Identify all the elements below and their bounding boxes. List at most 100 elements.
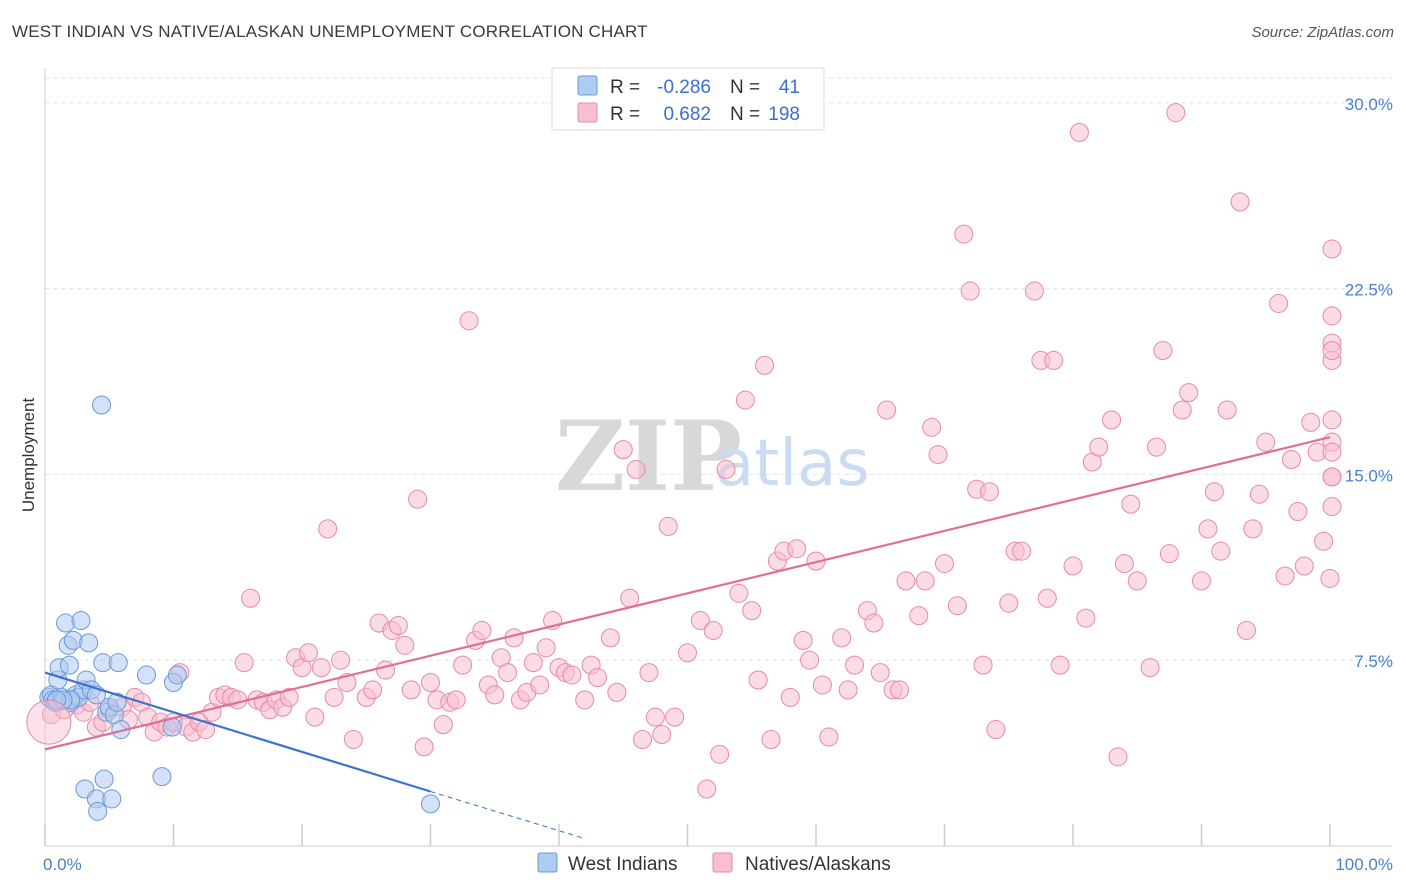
natives-alaskans-point[interactable] bbox=[697, 779, 717, 799]
natives-alaskans-point[interactable] bbox=[472, 620, 492, 640]
natives-alaskans-point[interactable] bbox=[1281, 450, 1301, 470]
natives-alaskans-point[interactable] bbox=[298, 643, 318, 663]
natives-alaskans-point[interactable] bbox=[498, 663, 518, 683]
natives-alaskans-point[interactable] bbox=[1294, 556, 1314, 576]
west-indians-point[interactable] bbox=[88, 801, 108, 821]
natives-alaskans-point[interactable] bbox=[703, 620, 723, 640]
natives-alaskans-point[interactable] bbox=[1069, 123, 1089, 143]
natives-alaskans-point[interactable] bbox=[1322, 341, 1342, 361]
natives-alaskans-point[interactable] bbox=[228, 690, 248, 710]
natives-alaskans-point[interactable] bbox=[1301, 412, 1321, 432]
natives-alaskans-point[interactable] bbox=[986, 720, 1006, 740]
natives-alaskans-point[interactable] bbox=[530, 675, 550, 695]
natives-alaskans-point[interactable] bbox=[652, 725, 672, 745]
natives-alaskans-point[interactable] bbox=[536, 638, 556, 658]
natives-alaskans-point[interactable] bbox=[890, 680, 910, 700]
natives-alaskans-point[interactable] bbox=[761, 729, 781, 749]
natives-alaskans-point[interactable] bbox=[459, 311, 479, 331]
west-indians-point[interactable] bbox=[167, 665, 187, 685]
west-indians-point[interactable] bbox=[94, 769, 114, 789]
natives-alaskans-point[interactable] bbox=[954, 224, 974, 244]
natives-alaskans-point[interactable] bbox=[819, 727, 839, 747]
natives-alaskans-point[interactable] bbox=[523, 653, 543, 673]
natives-alaskans-point[interactable] bbox=[343, 729, 363, 749]
natives-alaskans-point[interactable] bbox=[311, 658, 331, 678]
natives-alaskans-point[interactable] bbox=[793, 630, 813, 650]
natives-alaskans-point[interactable] bbox=[960, 281, 980, 301]
natives-alaskans-point[interactable] bbox=[1050, 655, 1070, 675]
natives-alaskans-point[interactable] bbox=[196, 720, 216, 740]
natives-alaskans-point[interactable] bbox=[388, 616, 408, 636]
natives-alaskans-point[interactable] bbox=[1114, 554, 1134, 574]
west-indians-point[interactable] bbox=[137, 665, 157, 685]
natives-alaskans-point[interactable] bbox=[446, 690, 466, 710]
natives-alaskans-point[interactable] bbox=[241, 588, 261, 608]
natives-alaskans-point[interactable] bbox=[1153, 341, 1173, 361]
natives-alaskans-point[interactable] bbox=[1076, 608, 1096, 628]
natives-alaskans-point[interactable] bbox=[1089, 437, 1109, 457]
natives-alaskans-point[interactable] bbox=[613, 440, 633, 460]
natives-alaskans-point[interactable] bbox=[1204, 482, 1224, 502]
natives-alaskans-point[interactable] bbox=[1322, 306, 1342, 326]
natives-alaskans-point[interactable] bbox=[812, 675, 832, 695]
natives-alaskans-point[interactable] bbox=[864, 613, 884, 633]
natives-alaskans-point[interactable] bbox=[421, 672, 440, 692]
natives-alaskans-point[interactable] bbox=[947, 596, 967, 616]
natives-alaskans-point[interactable] bbox=[877, 400, 897, 420]
natives-alaskans-point[interactable] bbox=[575, 690, 595, 710]
natives-alaskans-point[interactable] bbox=[1320, 568, 1340, 588]
west-indians-point[interactable] bbox=[108, 653, 128, 673]
natives-alaskans-point[interactable] bbox=[979, 482, 999, 502]
natives-alaskans-point[interactable] bbox=[600, 628, 620, 648]
natives-alaskans-point[interactable] bbox=[735, 390, 755, 410]
natives-alaskans-point[interactable] bbox=[665, 707, 685, 727]
natives-alaskans-point[interactable] bbox=[922, 417, 942, 437]
natives-alaskans-point[interactable] bbox=[414, 737, 434, 757]
natives-alaskans-cluster-point[interactable] bbox=[26, 699, 72, 745]
natives-alaskans-point[interactable] bbox=[729, 583, 749, 603]
natives-alaskans-point[interactable] bbox=[1166, 103, 1186, 123]
natives-alaskans-point[interactable] bbox=[999, 593, 1019, 613]
natives-alaskans-point[interactable] bbox=[690, 611, 710, 631]
natives-alaskans-point[interactable] bbox=[1179, 383, 1199, 403]
natives-alaskans-point[interactable] bbox=[928, 445, 948, 465]
natives-alaskans-point[interactable] bbox=[1063, 556, 1083, 576]
natives-alaskans-point[interactable] bbox=[363, 680, 383, 700]
natives-alaskans-point[interactable] bbox=[1269, 293, 1289, 313]
natives-alaskans-point[interactable] bbox=[870, 663, 890, 683]
natives-alaskans-point[interactable] bbox=[1249, 484, 1269, 504]
natives-alaskans-point[interactable] bbox=[1256, 432, 1276, 452]
natives-alaskans-point[interactable] bbox=[1102, 410, 1122, 430]
natives-alaskans-point[interactable] bbox=[845, 655, 865, 675]
natives-alaskans-point[interactable] bbox=[1037, 588, 1057, 608]
natives-alaskans-point[interactable] bbox=[1127, 571, 1147, 591]
natives-alaskans-point[interactable] bbox=[678, 643, 697, 663]
natives-alaskans-point[interactable] bbox=[658, 516, 678, 536]
natives-alaskans-point[interactable] bbox=[1140, 658, 1160, 678]
west-indians-point[interactable] bbox=[59, 655, 79, 675]
natives-alaskans-point[interactable] bbox=[453, 655, 473, 675]
natives-alaskans-point[interactable] bbox=[234, 653, 254, 673]
natives-alaskans-point[interactable] bbox=[433, 715, 453, 735]
natives-alaskans-point[interactable] bbox=[742, 601, 762, 621]
natives-alaskans-point[interactable] bbox=[645, 707, 665, 727]
natives-alaskans-point[interactable] bbox=[832, 628, 852, 648]
natives-alaskans-point[interactable] bbox=[1236, 620, 1256, 640]
natives-alaskans-point[interactable] bbox=[1192, 571, 1211, 591]
natives-alaskans-point[interactable] bbox=[1159, 544, 1179, 564]
natives-alaskans-point[interactable] bbox=[1172, 400, 1192, 420]
natives-alaskans-point[interactable] bbox=[755, 355, 775, 375]
west-indians-point[interactable] bbox=[102, 789, 122, 809]
natives-alaskans-point[interactable] bbox=[1044, 350, 1064, 370]
natives-alaskans-point[interactable] bbox=[607, 682, 627, 702]
natives-alaskans-point[interactable] bbox=[318, 519, 338, 539]
natives-alaskans-point[interactable] bbox=[1211, 541, 1231, 561]
source-label[interactable]: Source: ZipAtlas.com bbox=[1251, 24, 1394, 41]
natives-alaskans-point[interactable] bbox=[838, 680, 858, 700]
west-indians-point[interactable] bbox=[92, 395, 112, 415]
natives-alaskans-point[interactable] bbox=[710, 744, 730, 764]
natives-alaskans-point[interactable] bbox=[408, 489, 428, 509]
natives-alaskans-point[interactable] bbox=[620, 588, 640, 608]
natives-alaskans-point[interactable] bbox=[780, 687, 800, 707]
natives-alaskans-point[interactable] bbox=[1198, 519, 1218, 539]
